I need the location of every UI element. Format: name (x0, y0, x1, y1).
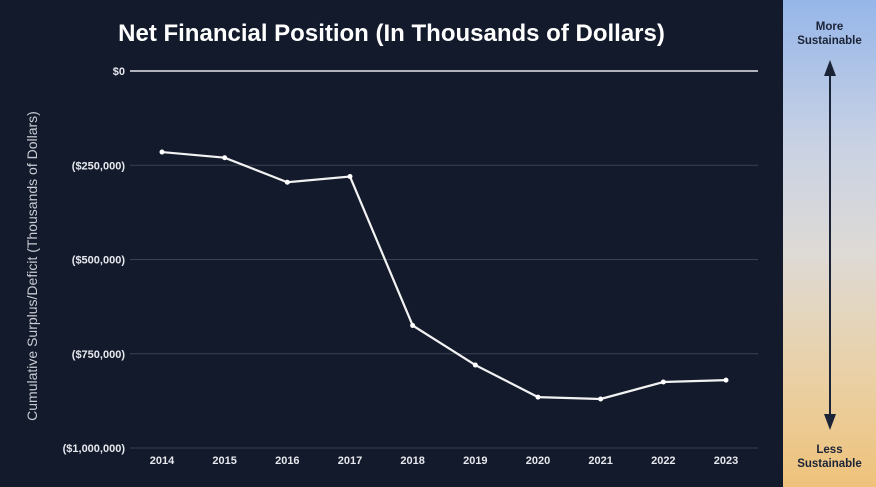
y-tick-label: ($750,000) (72, 349, 126, 361)
series (159, 149, 729, 402)
x-tick-label: 2021 (588, 455, 612, 467)
data-point (660, 379, 666, 385)
data-point (472, 362, 478, 368)
x-tick-label: 2017 (338, 455, 362, 467)
sustainability-scale: More Sustainable Less Sustainable (783, 0, 876, 487)
x-tick-label: 2019 (463, 455, 487, 467)
x-tick-labels: 2014 2015 2016 2017 2018 2019 2020 2021 2022 2023 (150, 455, 738, 467)
x-tick-label: 2014 (150, 455, 175, 467)
data-point (222, 155, 228, 161)
x-tick-label: 2015 (212, 455, 236, 467)
more-sustainable-label: More Sustainable (783, 20, 876, 48)
less-sustainable-label: Less Sustainable (783, 443, 876, 471)
chart-area: Net Financial Position (In Thousands of … (24, 20, 758, 467)
data-point (284, 179, 290, 185)
y-tick-label: ($500,000) (72, 255, 126, 267)
x-tick-label: 2016 (275, 455, 299, 467)
y-tick-label: ($250,000) (72, 160, 126, 172)
more-sustainable-line1: More (815, 21, 844, 33)
line-chart: $0 ($250,000) ($500,000) ($750,000) ($1,000,… (63, 66, 758, 467)
more-sustainable-line2: Sustainable (797, 35, 862, 47)
less-sustainable-line1: Less (816, 444, 843, 456)
chart-title: Net Financial Position (In Thousands of … (118, 20, 665, 47)
y-tick-label: $0 (113, 66, 125, 78)
series-line (161, 150, 727, 401)
data-point (723, 377, 729, 383)
data-point (535, 394, 541, 400)
x-tick-label: 2020 (526, 455, 550, 467)
x-tick-label: 2023 (714, 455, 738, 467)
data-point (410, 322, 416, 328)
y-tick-label: ($1,000,000) (63, 443, 126, 455)
x-tick-label: 2022 (651, 455, 675, 467)
double-arrow-icon (824, 60, 836, 430)
data-point (347, 174, 353, 180)
data-point (159, 149, 165, 155)
x-tick-label: 2018 (400, 455, 424, 467)
gridlines (130, 70, 758, 449)
less-sustainable-line2: Sustainable (797, 458, 862, 470)
data-point (598, 396, 604, 402)
y-tick-labels: $0 ($250,000) ($500,000) ($750,000) ($1,000,… (63, 66, 126, 455)
